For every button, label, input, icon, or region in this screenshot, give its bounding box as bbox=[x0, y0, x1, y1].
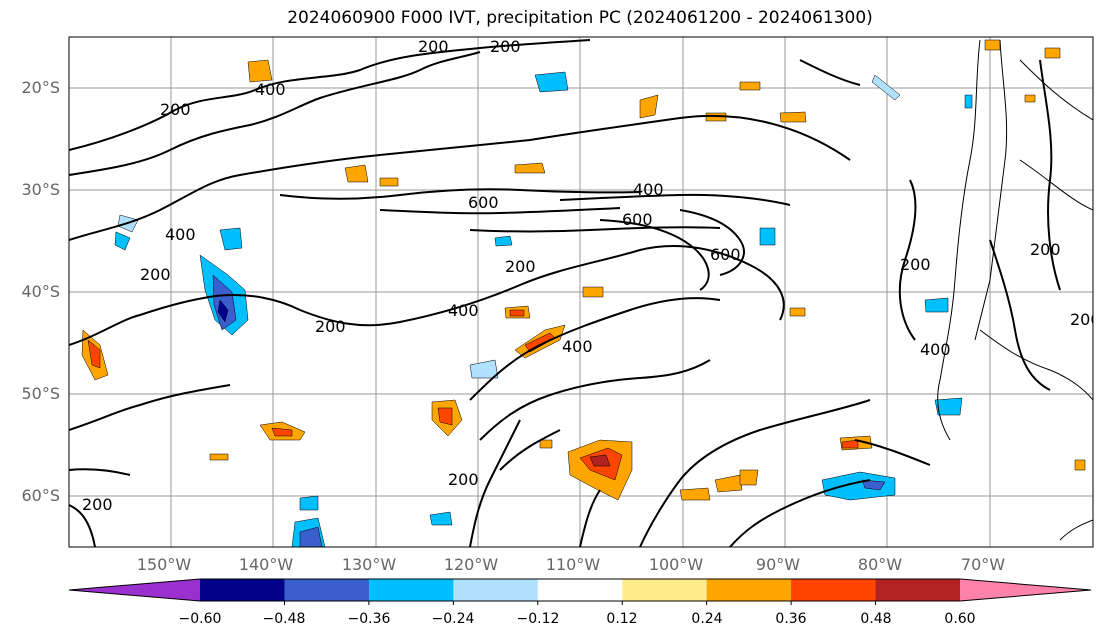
colorbar-tick-label: 0.60 bbox=[944, 611, 976, 627]
contour-label: 200 bbox=[1030, 240, 1061, 259]
contour-label: 200 bbox=[140, 265, 171, 284]
colorbar-tick-label: −0.12 bbox=[516, 611, 560, 627]
contour-label: 400 bbox=[633, 180, 664, 199]
colorbar-tick-label: 0.48 bbox=[860, 611, 892, 627]
colorbar-tick-label: −0.36 bbox=[347, 611, 391, 627]
lon-label: 120°W bbox=[443, 555, 499, 574]
lat-label: 60°S bbox=[21, 486, 60, 505]
colorbar-tick-label: −0.48 bbox=[262, 611, 306, 627]
colorbar-tick-label: 0.24 bbox=[691, 611, 723, 627]
contour-label: 200 bbox=[505, 257, 536, 276]
colorbar-tick-label: −0.60 bbox=[178, 611, 222, 627]
lon-label: 110°W bbox=[545, 555, 601, 574]
lat-label: 20°S bbox=[21, 78, 60, 97]
colorbar-outline bbox=[68, 578, 1092, 602]
colorbar-bin bbox=[453, 579, 539, 601]
lon-label: 90°W bbox=[755, 555, 801, 574]
colorbar-tick-label: 0.12 bbox=[606, 611, 638, 627]
colorbar-bin bbox=[706, 579, 792, 601]
colorbar-tick-label: 0.36 bbox=[775, 611, 807, 627]
colorbar-bin bbox=[791, 579, 877, 601]
lon-label: 80°W bbox=[857, 555, 903, 574]
colorbar-bin bbox=[537, 579, 623, 601]
colorbar-bin bbox=[875, 579, 961, 601]
lon-label: 150°W bbox=[136, 555, 192, 574]
lat-label: 30°S bbox=[21, 180, 60, 199]
gridlines bbox=[69, 37, 1093, 547]
contour-label: 200 bbox=[900, 255, 931, 274]
contour-label: 400 bbox=[920, 340, 951, 359]
colorbar-bin bbox=[69, 579, 200, 601]
precip-anomaly-fill bbox=[81, 39, 1086, 547]
contour-label: 600 bbox=[622, 210, 653, 229]
contour-label: 200 bbox=[448, 470, 479, 489]
contour-label: 200 bbox=[490, 37, 521, 56]
contour-label: 200 bbox=[160, 100, 191, 119]
colorbar-bin bbox=[960, 579, 1091, 601]
lon-label: 140°W bbox=[238, 555, 294, 574]
map-frame bbox=[68, 36, 1094, 548]
coastline bbox=[937, 39, 1093, 541]
ivt-contours bbox=[69, 39, 1061, 547]
contour-label: 200 bbox=[418, 37, 449, 56]
contour-label: 400 bbox=[562, 337, 593, 356]
contour-label: 400 bbox=[165, 225, 196, 244]
colorbar-bin bbox=[368, 579, 454, 601]
lon-label: 70°W bbox=[960, 555, 1006, 574]
contour-label: 200 bbox=[1070, 310, 1101, 329]
contour-label: 400 bbox=[255, 80, 286, 99]
lon-label: 100°W bbox=[648, 555, 704, 574]
map-layer: 200 200 400 200 200 400 200 400 600 600 … bbox=[69, 37, 1101, 547]
colorbar bbox=[68, 578, 1092, 605]
contour-labels: 200 200 400 200 200 400 200 400 600 600 … bbox=[82, 37, 1101, 514]
colorbar-bin bbox=[284, 579, 370, 601]
contour-label: 200 bbox=[315, 317, 346, 336]
map-title: 2024060900 F000 IVT, precipitation PC (2… bbox=[287, 8, 873, 28]
colorbar-tick-label: −0.24 bbox=[431, 611, 475, 627]
lat-label: 40°S bbox=[21, 282, 60, 301]
contour-label: 600 bbox=[468, 193, 499, 212]
lon-label: 130°W bbox=[341, 555, 397, 574]
contour-label: 200 bbox=[82, 495, 113, 514]
lat-label: 50°S bbox=[21, 384, 60, 403]
contour-label: 600 bbox=[710, 245, 741, 264]
contour-label: 400 bbox=[448, 301, 479, 320]
colorbar-bin bbox=[200, 579, 285, 601]
colorbar-bin bbox=[622, 579, 708, 601]
